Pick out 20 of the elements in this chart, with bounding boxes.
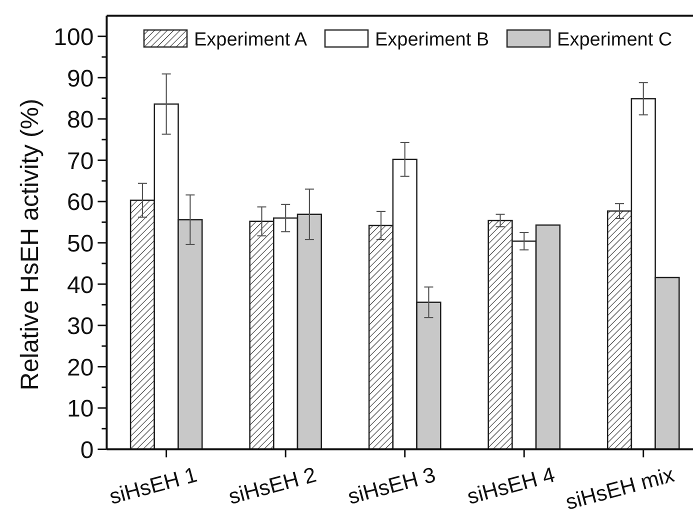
y-tick-label: 0: [80, 436, 94, 464]
y-tick-label: 100: [54, 24, 94, 51]
legend-label: Experiment B: [375, 29, 490, 50]
x-tick-label: siHsEH 1: [106, 462, 200, 510]
y-tick-label: 70: [66, 148, 94, 175]
y-tick-label: 40: [66, 272, 94, 299]
x-tick-label: siHsEH 2: [226, 462, 319, 510]
legend-label: Experiment C: [557, 29, 672, 50]
y-tick-label: 60: [66, 189, 94, 216]
y-axis-title: Relative HsEH activity (%): [16, 98, 44, 390]
y-tick-label: 50: [66, 230, 94, 258]
x-tick-label: siHsEH 3: [345, 462, 438, 510]
y-tick-label: 10: [66, 396, 94, 423]
legend-label: Experiment A: [194, 29, 308, 50]
x-tick-label: siHsEH mix: [563, 462, 677, 514]
y-tick-label: 90: [66, 65, 94, 92]
y-tick-label: 80: [66, 106, 94, 134]
y-tick-label: 20: [66, 354, 94, 382]
y-tick-label: 30: [66, 313, 94, 340]
x-tick-label: siHsEH 4: [464, 462, 558, 510]
